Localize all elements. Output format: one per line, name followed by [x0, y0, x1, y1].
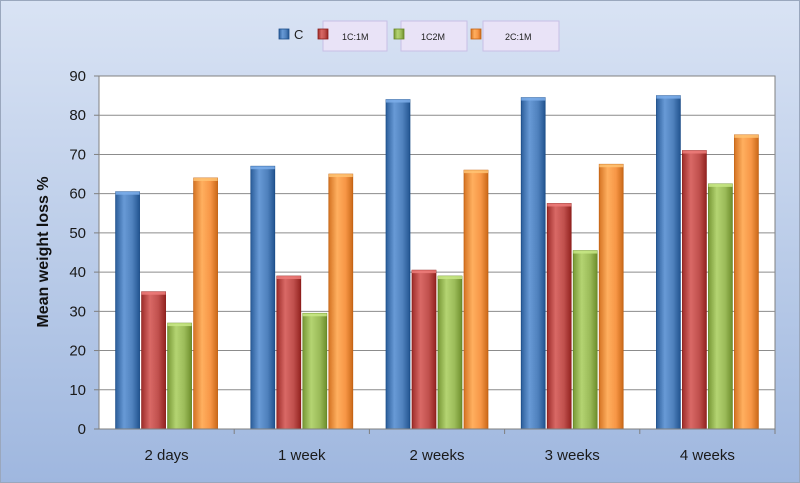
bar-top-highlight	[302, 313, 327, 317]
x-category-label: 3 weeks	[545, 447, 600, 464]
bar-top-highlight	[734, 134, 759, 138]
y-tick-label: 0	[78, 421, 86, 438]
y-axis-title: Mean weight loss %	[35, 176, 52, 327]
bar-1c1m-4-weeks	[682, 150, 707, 430]
y-tick-label: 40	[69, 264, 86, 281]
legend-box-1c2m	[400, 20, 468, 52]
bar-2c1m-2-days	[193, 177, 218, 430]
bar-top-highlight	[276, 276, 301, 280]
bar-c-4-weeks	[656, 95, 681, 430]
legend-swatch-1c2m	[393, 28, 405, 40]
bar-1c2m-2-weeks	[437, 275, 463, 430]
bar-top-highlight	[682, 150, 707, 154]
bar-top-highlight	[573, 250, 598, 254]
x-category-label: 4 weeks	[680, 447, 735, 464]
bar-top-highlight	[521, 97, 546, 101]
y-tick-label: 80	[69, 107, 86, 124]
legend-swatch-1c1m	[317, 28, 329, 40]
bar-top-highlight	[250, 166, 275, 170]
legend-box-2c1m	[482, 20, 560, 52]
bar-1c1m-2-weeks	[411, 269, 437, 430]
bar-2c1m-1-week	[328, 173, 354, 430]
bar-2c1m-3-weeks	[598, 163, 624, 430]
bar-2c1m-2-weeks	[463, 169, 489, 430]
bar-1c1m-1-week	[276, 275, 302, 430]
legend-label-c: C	[294, 27, 303, 42]
bar-1c2m-1-week	[302, 312, 328, 430]
bar-2c1m-4-weeks	[734, 134, 759, 430]
bar-1c2m-3-weeks	[572, 250, 598, 430]
bar-top-highlight	[412, 270, 436, 274]
bar-top-highlight	[115, 191, 140, 195]
bar-top-highlight	[328, 174, 353, 178]
legend-label-2c1m: 2C:1M	[505, 32, 532, 42]
bar-top-highlight	[193, 177, 218, 181]
x-axis-labels: 2 days 1 week 2 weeks 3 weeks 4 weeks	[144, 429, 776, 464]
bars	[115, 95, 759, 430]
y-tick-label: 50	[69, 225, 86, 242]
bar-top-highlight	[386, 99, 410, 103]
bar-c-2-days	[115, 191, 140, 430]
y-tick-label: 90	[69, 68, 86, 85]
x-category-label: 2 weeks	[409, 447, 464, 464]
y-tick-label: 70	[69, 146, 86, 163]
bar-top-highlight	[167, 323, 192, 327]
bar-top-highlight	[547, 203, 572, 207]
y-tick-label: 20	[69, 343, 86, 360]
bar-top-highlight	[141, 291, 166, 295]
legend-label-1c1m: 1C:1M	[342, 32, 369, 42]
bar-1c2m-2-days	[167, 322, 192, 430]
legend-label-1c2m: 1C2M	[421, 32, 445, 42]
legend-swatch-c	[278, 28, 290, 40]
x-category-label: 1 week	[278, 447, 326, 464]
legend-swatch-2c1m	[470, 28, 482, 40]
bar-1c1m-2-days	[141, 291, 166, 430]
bar-top-highlight	[656, 95, 681, 99]
y-tick-label: 10	[69, 382, 86, 399]
bar-top-highlight	[708, 183, 733, 187]
y-axis-ticks: 0 10 20 30 40 50 60 70 80 90	[69, 68, 99, 438]
x-category-label: 2 days	[144, 447, 188, 464]
bar-top-highlight	[464, 170, 488, 174]
y-tick-label: 60	[69, 186, 86, 203]
bar-1c2m-4-weeks	[708, 183, 733, 430]
bar-c-1-week	[250, 165, 276, 430]
bar-top-highlight	[599, 164, 624, 168]
legend: C 1C:1M 1C2M 2C:1M	[278, 20, 560, 52]
bar-c-2-weeks	[385, 99, 411, 430]
bar-c-3-weeks	[520, 97, 546, 430]
y-tick-label: 30	[69, 303, 86, 320]
bar-top-highlight	[438, 276, 462, 280]
bar-1c1m-3-weeks	[546, 203, 572, 430]
